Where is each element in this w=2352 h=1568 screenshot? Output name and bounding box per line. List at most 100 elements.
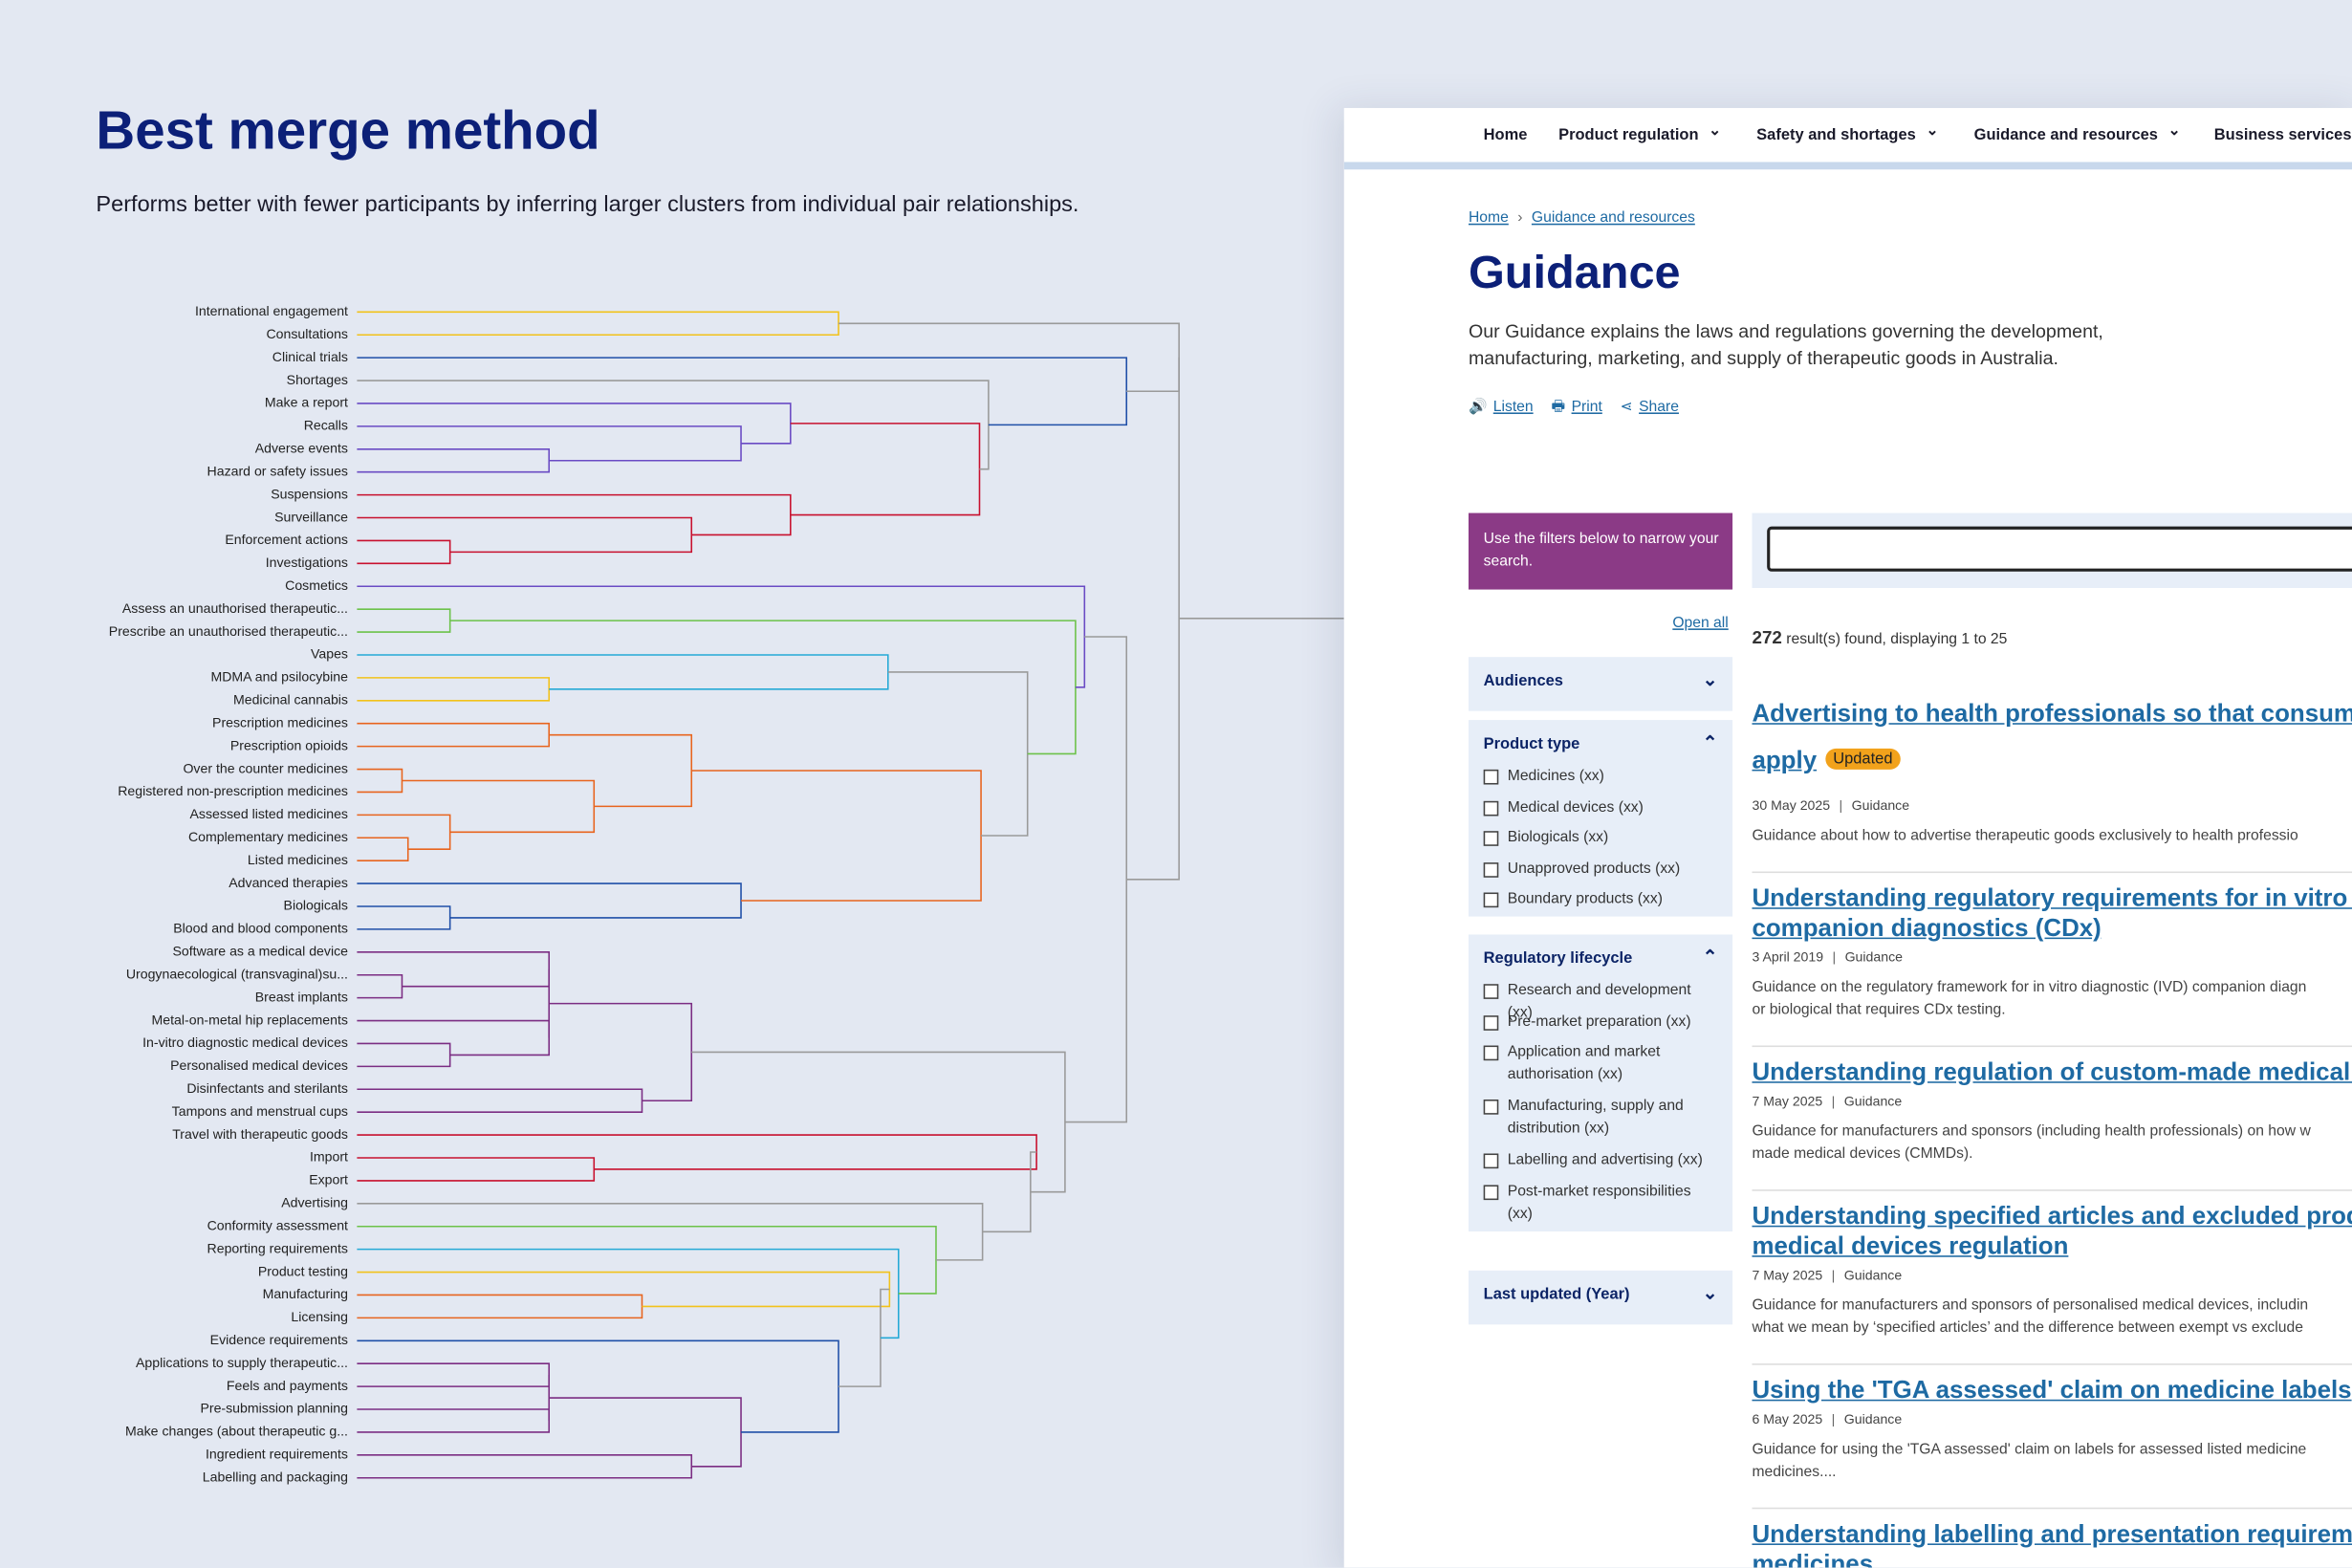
leaf-label: Hazard or safety issues [207, 463, 348, 478]
website-screenshot: Home Product regulation ⌄ Safety and short… [1343, 107, 2352, 1568]
leaf-label: Metal-on-metal hip replacements [152, 1012, 348, 1027]
branch [357, 380, 990, 470]
branch [357, 722, 551, 748]
filter-option: Medicines (xx) [1507, 768, 1604, 785]
chevron: ⌄ [2164, 122, 2181, 140]
filter-group[interactable]: Regulatory lifecycle ⌃ Research and develo… [1468, 934, 1733, 1231]
result-title[interactable]: Advertising to health professionals so t… [1752, 700, 2352, 728]
action-link[interactable]: Share [1639, 399, 1679, 416]
chevron: ⌄ [1702, 1282, 1718, 1304]
chevron: ⌄ [1704, 122, 1722, 140]
filter-option: Manufacturing, supply and distribution (… [1507, 1098, 1684, 1138]
filter-title[interactable]: Audiences [1483, 671, 1563, 690]
branch [691, 1051, 1066, 1193]
divider [1752, 871, 2352, 874]
divider [1752, 1189, 2352, 1191]
filter-group[interactable]: Last updated (Year) ⌄ [1468, 1270, 1733, 1325]
slide-subtitle: Performs better with fewer participants … [96, 191, 1079, 218]
badge: Updated [1825, 748, 1901, 770]
result-summary: Guidance for manufacturers and sponsors … [1752, 1123, 2311, 1141]
leaf-label: Pre-submission planning [200, 1401, 348, 1416]
branch [357, 448, 551, 473]
result-title[interactable]: Understanding regulatory requirements fo… [1752, 884, 2352, 912]
leaf-label: Assessed listed medicines [190, 806, 348, 821]
filter-option: Labelling and advertising (xx) [1507, 1151, 1703, 1169]
result-summary: Guidance about how to advertise therapeu… [1752, 828, 2298, 845]
divider [1752, 1363, 2352, 1365]
result-meta: 7 May 2025 | Guidance [1752, 1268, 1902, 1283]
filter-option: Pre-market preparation (xx) [1507, 1013, 1691, 1031]
checkbox[interactable] [1483, 861, 1499, 878]
branch [357, 1271, 891, 1308]
leaf-label: Import [310, 1149, 348, 1165]
nav-item[interactable]: Business services [2213, 125, 2352, 144]
leaf-label: Biologicals [284, 898, 348, 913]
result-title[interactable]: medicines [1752, 1551, 1874, 1568]
leaf-label: Registered non-prescription medicines [118, 783, 348, 798]
result-meta: 30 May 2025 | Guidance [1752, 798, 1909, 814]
breadcrumb-link[interactable]: Home [1468, 209, 1509, 227]
result-date: 30 May 2025 [1752, 797, 1831, 814]
action-link[interactable]: Print [1571, 399, 1602, 416]
leaf-label: Prescription medicines [212, 714, 348, 730]
filter-group[interactable]: Product type ⌃ Medicines (xx) Medical devic… [1468, 720, 1733, 916]
action-link[interactable]: Listen [1492, 399, 1534, 416]
leaf-label: Manufacturing [263, 1286, 348, 1301]
nav-item[interactable]: Safety and shortages ⌄ [1756, 122, 1939, 144]
filter-title[interactable]: Product type [1483, 734, 1580, 753]
actions: 🔊 Listen 🖶 Print ⋖ Share [1469, 396, 1679, 422]
branch [357, 768, 403, 794]
checkbox[interactable] [1483, 1014, 1499, 1031]
branch [357, 357, 1128, 426]
checkbox[interactable] [1483, 984, 1499, 999]
checkbox[interactable] [1483, 800, 1499, 816]
breadcrumb-link[interactable]: Guidance and resources [1531, 209, 1695, 227]
open-all[interactable]: Open all [1672, 615, 1729, 632]
checkbox[interactable] [1483, 831, 1499, 846]
filter-group[interactable]: Audiences ⌄ [1468, 657, 1733, 711]
leaf-label: Labelling and packaging [203, 1469, 348, 1484]
result-title[interactable]: Using the 'TGA assessed' claim on medici… [1752, 1377, 2352, 1405]
branch [357, 1294, 643, 1319]
filter-title[interactable]: Regulatory lifecycle [1483, 949, 1633, 968]
filter-option: Unapproved products (xx) [1507, 860, 1681, 878]
checkbox[interactable] [1483, 892, 1499, 908]
chevron: ⌃ [1702, 731, 1718, 753]
result-date: 3 April 2019 [1752, 949, 1824, 965]
checkbox[interactable] [1483, 1184, 1499, 1200]
nav-item[interactable]: Guidance and resources ⌄ [1973, 122, 2181, 144]
result-title[interactable]: Understanding labelling and presentation… [1752, 1520, 2352, 1549]
branch [357, 1042, 451, 1068]
leaf-label: Recalls [304, 418, 348, 433]
filter-title[interactable]: Last updated (Year) [1483, 1285, 1630, 1304]
branch [449, 620, 1077, 755]
result-title[interactable]: companion diagnostics (CDx) [1752, 915, 2102, 943]
nav-item[interactable]: Home [1483, 125, 1528, 144]
result-date: 7 May 2025 [1752, 1093, 1823, 1109]
result-title[interactable]: apply [1752, 747, 1818, 774]
checkbox[interactable] [1483, 1100, 1499, 1115]
result-title[interactable]: Understanding regulation of custom-made … [1752, 1058, 2352, 1086]
checkbox[interactable] [1483, 1153, 1499, 1169]
branch [357, 973, 403, 999]
branch [357, 403, 792, 445]
filter-option: Biologicals (xx) [1507, 829, 1609, 846]
result-title[interactable]: medical devices regulation [1752, 1232, 2069, 1260]
search-input[interactable] [1767, 526, 2352, 572]
branch [357, 1454, 693, 1479]
result-date: 6 May 2025 [1752, 1411, 1823, 1427]
branch [549, 1397, 742, 1468]
leaf-label: Software as a medical device [172, 944, 348, 959]
result-title[interactable]: Understanding specified articles and exc… [1752, 1203, 2352, 1230]
checkbox[interactable] [1483, 1045, 1499, 1061]
leaf-label: Conformity assessment [207, 1217, 348, 1232]
leaf-label: MDMA and psilocybine [210, 669, 348, 685]
leaf-label: Licensing [291, 1309, 348, 1324]
branch [357, 837, 409, 861]
result-summary: medicines.... [1752, 1464, 1837, 1481]
nav-item[interactable]: Product regulation ⌄ [1558, 122, 1722, 144]
branch [402, 779, 596, 834]
checkbox[interactable] [1483, 769, 1499, 785]
leaf-label: Export [309, 1172, 348, 1187]
branch [1126, 357, 1180, 881]
